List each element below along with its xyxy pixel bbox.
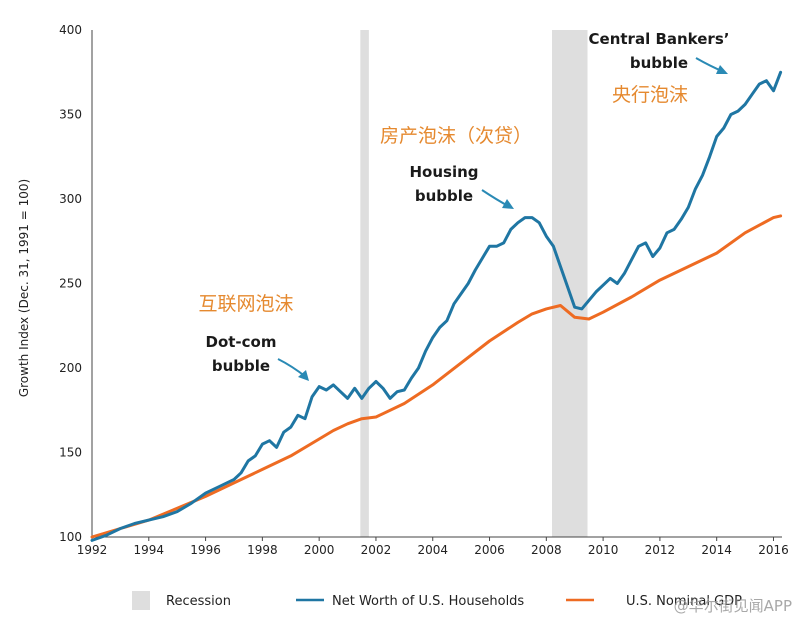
- annotation-dotcom-line1: Dot-com: [206, 333, 277, 351]
- legend-recession-label: Recession: [166, 594, 231, 609]
- legend-gdp-label: U.S. Nominal GDP: [626, 594, 742, 609]
- x-tick-label: 2006: [474, 543, 505, 557]
- x-tick-label: 1992: [77, 543, 108, 557]
- x-tick-label: 1998: [247, 543, 278, 557]
- y-tick-label: 200: [59, 361, 82, 375]
- annotation-cb-line1: Central Bankers’: [589, 30, 730, 48]
- x-tick-label: 2012: [645, 543, 676, 557]
- annotation-cb-cn: 央行泡沫: [612, 84, 688, 106]
- recession-bands: [360, 30, 588, 537]
- y-tick-label: 150: [59, 446, 82, 460]
- x-tick-labels: 1992 1994 1996 1998 2000 2002 2004 2006 2008 2010…: [77, 537, 789, 557]
- x-tick-label: 2000: [304, 543, 335, 557]
- recession-band-1: [552, 30, 588, 537]
- series-lines: [90, 70, 783, 542]
- legend-networth-label: Net Worth of U.S. Households: [332, 594, 524, 609]
- annotation-housing: Housing bubble: [409, 163, 514, 209]
- x-tick-label: 2002: [361, 543, 392, 557]
- y-tick-label: 300: [59, 192, 82, 206]
- annotation-housing-line2: bubble: [415, 187, 473, 205]
- y-tick-label: 400: [59, 23, 82, 37]
- series-line-u-s-nominal-gdp: [90, 214, 783, 539]
- annotation-central-bankers: Central Bankers’ bubble: [589, 30, 730, 74]
- legend: Recession Net Worth of U.S. Households U…: [132, 591, 742, 610]
- y-axis-label: Growth Index (Dec. 31, 1991 = 100): [17, 179, 31, 397]
- arrowhead-icon: [298, 370, 309, 381]
- x-tick-label: 2016: [758, 543, 789, 557]
- y-tick-label: 100: [59, 530, 82, 544]
- annotation-dotcom-cn: 互联网泡沫: [198, 293, 293, 315]
- series-line-net-worth-of-u-s-households: [90, 70, 783, 542]
- y-tick-label: 350: [59, 108, 82, 122]
- annotation-cb-line2: bubble: [630, 54, 688, 72]
- arrowhead-icon: [716, 65, 728, 74]
- recession-band-0: [360, 30, 369, 537]
- annotation-housing-cn: 房产泡沫（次贷）: [380, 125, 532, 147]
- x-tick-label: 2010: [588, 543, 619, 557]
- annotation-housing-line1: Housing: [409, 163, 478, 181]
- y-tick-label: 250: [59, 277, 82, 291]
- legend-recession-swatch: [132, 591, 150, 610]
- annotation-dotcom-line2: bubble: [212, 357, 270, 375]
- x-tick-label: 2014: [701, 543, 732, 557]
- x-tick-label: 2004: [417, 543, 448, 557]
- axes: [91, 30, 782, 538]
- watermark: @华尔街见闻APP: [674, 597, 792, 615]
- x-tick-label: 1994: [134, 543, 165, 557]
- y-tick-labels: 100 150 200 250 300 350 400: [59, 23, 82, 544]
- x-tick-label: 2008: [531, 543, 562, 557]
- x-tick-label: 1996: [190, 543, 221, 557]
- annotation-dotcom: Dot-com bubble: [206, 333, 309, 381]
- arrowhead-icon: [502, 199, 514, 209]
